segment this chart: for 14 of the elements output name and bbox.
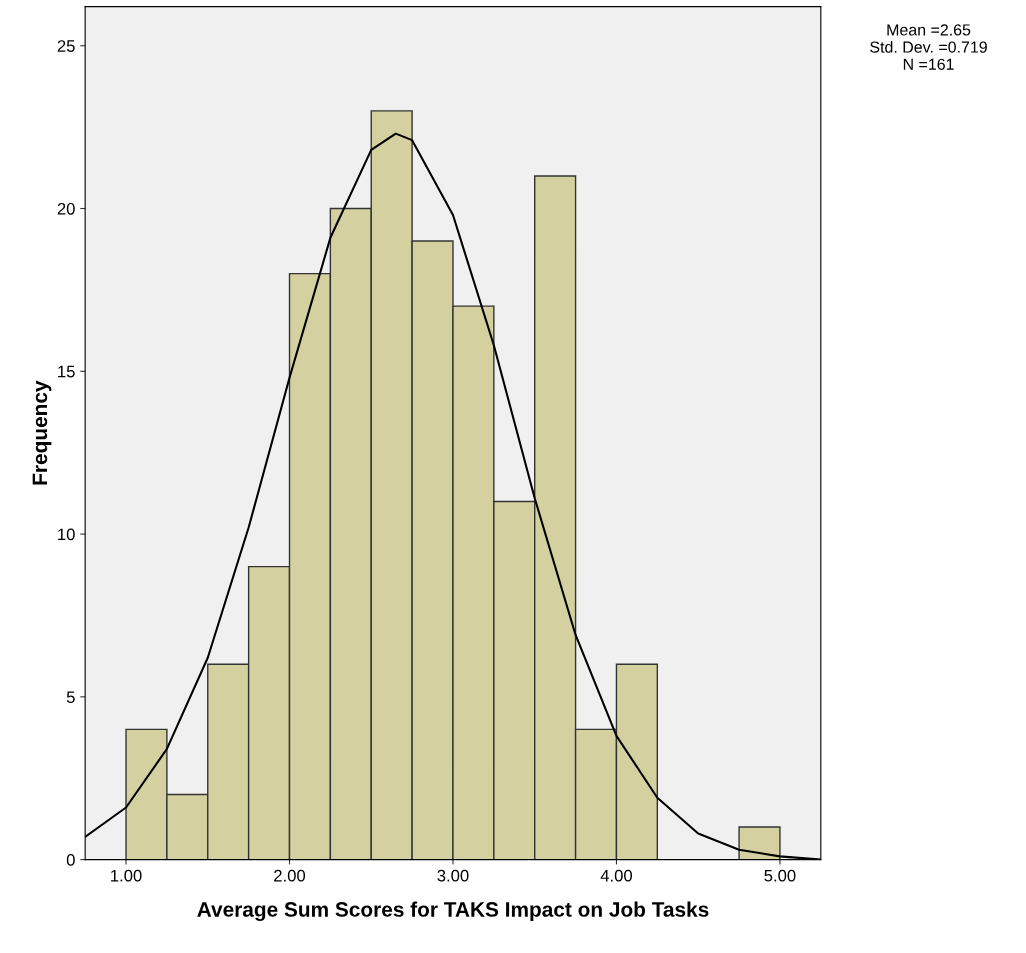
- y-tick-label: 0: [66, 854, 75, 866]
- y-tick-label: 10: [58, 528, 75, 541]
- y-tick-label: 5: [66, 691, 75, 704]
- y-tick-label: 15: [58, 365, 75, 378]
- x-tick-label: 3.00: [437, 869, 469, 882]
- y-axis-title: Frequency: [32, 380, 52, 485]
- x-axis-title: Average Sum Scores for TAKS Impact on Job Tasks: [197, 901, 709, 922]
- x-tick-label: 2.00: [274, 869, 306, 882]
- x-tick-label: 5.00: [764, 869, 796, 882]
- x-tick-label: 1.00: [111, 869, 142, 882]
- x-tick-label: 4.00: [600, 869, 633, 882]
- y-tick-label: 20: [57, 202, 75, 215]
- y-tick-label: 25: [57, 40, 75, 52]
- text: Mean =2.65 Std. Dev. =0.719 N =161: [870, 24, 987, 70]
